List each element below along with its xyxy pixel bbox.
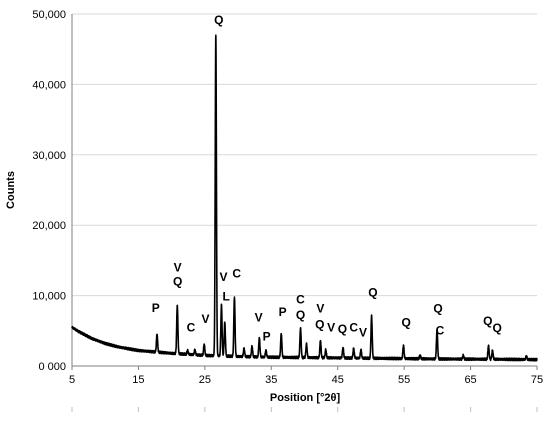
peak-label: Q [338, 322, 347, 336]
y-tick-label: 10,000 [32, 291, 66, 303]
peak-point [176, 304, 179, 307]
peak-label: Q [483, 314, 492, 328]
peak-point [194, 349, 196, 351]
peak-point [402, 344, 405, 347]
axes [71, 14, 538, 412]
y-tick-label: 0 000 [38, 361, 66, 373]
peak-label: Q [214, 13, 223, 27]
gridlines [72, 13, 537, 297]
peak-label: Q [296, 308, 305, 322]
peak-point [258, 337, 261, 339]
peak-point [186, 349, 189, 352]
peak-label: V [255, 311, 263, 325]
peak-point [223, 321, 226, 324]
peak-point [203, 343, 205, 345]
peak-label: V [327, 321, 335, 335]
peak-label: V [174, 261, 182, 275]
x-tick-label: 75 [531, 374, 543, 386]
x-tick-labels: 5 15 25 35 45 55 65 75 [69, 374, 543, 386]
peak-label: Q [492, 321, 501, 335]
x-tick-label: 15 [132, 374, 144, 386]
peak-point [299, 327, 302, 329]
y-axis-title: Counts [5, 171, 17, 209]
peak-point [462, 354, 465, 357]
peak-point [491, 349, 494, 352]
series [71, 34, 538, 362]
peak-label: Q [173, 275, 182, 289]
peak-label: C [187, 321, 196, 335]
x-tick-label: 55 [398, 374, 410, 386]
y-tick-label: 40,000 [32, 79, 66, 91]
y-tick-label: 50,000 [32, 9, 66, 21]
x-tick-label: 35 [265, 374, 277, 386]
peak-label: V [316, 301, 324, 315]
peak-label: P [279, 305, 287, 319]
y-tick-label: 20,000 [32, 220, 66, 232]
peak-point [265, 349, 267, 352]
peak-point [280, 332, 283, 335]
peak-label: C [296, 292, 305, 306]
peak-label: Q [315, 318, 324, 332]
peak-label: L [222, 290, 229, 304]
peak-label: Q [401, 316, 410, 330]
y-tick-labels: 0 000 10,000 20,000 30,000 40,000 50,000 [32, 9, 66, 373]
peak-point [305, 343, 308, 345]
peak-point [215, 34, 217, 36]
peak-point [370, 315, 373, 317]
peak-point [233, 296, 236, 298]
peak-point [525, 355, 528, 357]
peak-label: Q [433, 301, 442, 315]
peak-label: V [202, 312, 210, 326]
peak-point [360, 349, 362, 351]
peak-point [251, 345, 253, 348]
y-tick-label: 30,000 [32, 150, 66, 162]
peak-point [220, 304, 223, 307]
peak-point [487, 344, 490, 347]
x-tick-label: 65 [464, 374, 476, 386]
x-tick-label: 5 [69, 374, 75, 386]
x-axis-title: Position [°2θ] [270, 392, 341, 404]
peak-label: P [263, 330, 271, 344]
peak-label: C [436, 323, 445, 337]
peak-point [342, 346, 344, 349]
peak-point [352, 347, 355, 350]
diffractogram-line [71, 35, 538, 362]
x-tick-label: 45 [332, 374, 344, 386]
peak-point [243, 347, 245, 350]
peak-point [324, 349, 327, 351]
x-tick-label: 25 [199, 374, 211, 386]
peak-label: P [152, 301, 160, 315]
peak-label: V [359, 325, 367, 339]
peak-point [319, 339, 322, 342]
peak-label: Q [368, 285, 377, 299]
peak-label: C [232, 266, 241, 280]
peak-point [436, 329, 438, 331]
peak-label: V [219, 270, 227, 284]
peak-label: C [349, 321, 358, 335]
peak-point [156, 333, 158, 336]
peak-point [419, 354, 421, 357]
